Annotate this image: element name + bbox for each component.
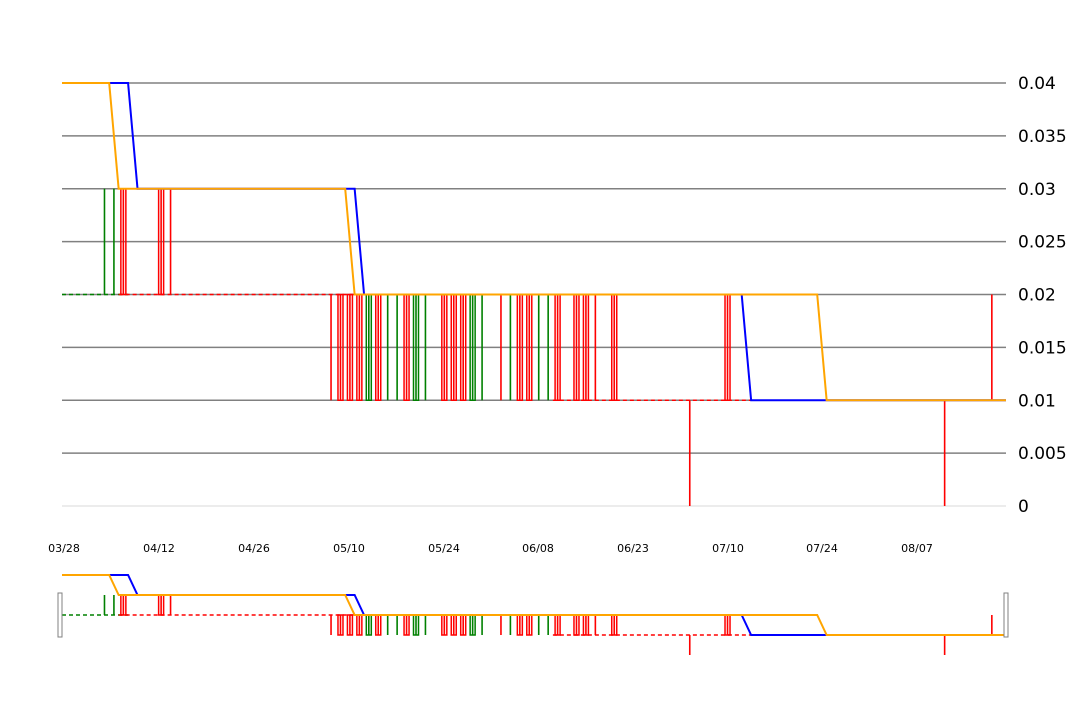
x-tick-label: 06/23 xyxy=(617,542,649,555)
y-tick-label: 0.025 xyxy=(1018,233,1067,253)
candles xyxy=(103,188,993,655)
navigator-left-handle[interactable] xyxy=(57,592,63,638)
x-tick-label: 07/10 xyxy=(712,542,744,555)
x-tick-label: 03/28 xyxy=(48,542,80,555)
nav-candle-body xyxy=(337,614,344,636)
x-tick-label: 05/24 xyxy=(428,542,460,555)
nav-series-line xyxy=(62,574,1006,636)
y-tick-label: 0.015 xyxy=(1018,338,1067,358)
y-axis: 0.04 0.035 0.03 0.025 0.02 0.015 0.01 0.005 0 xyxy=(1018,74,1067,517)
y-tick-label: 0.035 xyxy=(1018,127,1067,147)
x-tick-label: 07/24 xyxy=(806,542,838,555)
x-tick-label: 04/12 xyxy=(143,542,175,555)
x-tick-label: 08/07 xyxy=(901,542,933,555)
y-tick-label: 0 xyxy=(1018,497,1029,517)
navigator-right-handle[interactable] xyxy=(1003,592,1009,638)
nav-series-line xyxy=(62,574,1006,636)
navigator[interactable] xyxy=(57,592,1009,638)
y-tick-label: 0.02 xyxy=(1018,286,1056,306)
x-tick-label: 04/26 xyxy=(238,542,270,555)
series-line xyxy=(62,82,1006,402)
y-tick-label: 0.005 xyxy=(1018,444,1067,464)
x-axis: 03/28 04/12 04/26 05/10 05/24 06/08 06/23 07/10… xyxy=(48,542,933,555)
series-line xyxy=(62,82,1006,402)
x-tick-label: 05/10 xyxy=(333,542,365,555)
series-lines xyxy=(62,82,1006,636)
x-tick-label: 06/08 xyxy=(522,542,554,555)
y-tick-label: 0.04 xyxy=(1018,74,1056,94)
y-tick-label: 0.03 xyxy=(1018,180,1056,200)
nav-candle-body xyxy=(346,614,354,636)
candle-body xyxy=(346,293,354,401)
candle-body xyxy=(337,293,344,401)
y-tick-label: 0.01 xyxy=(1018,391,1056,411)
baseline xyxy=(62,293,1006,636)
